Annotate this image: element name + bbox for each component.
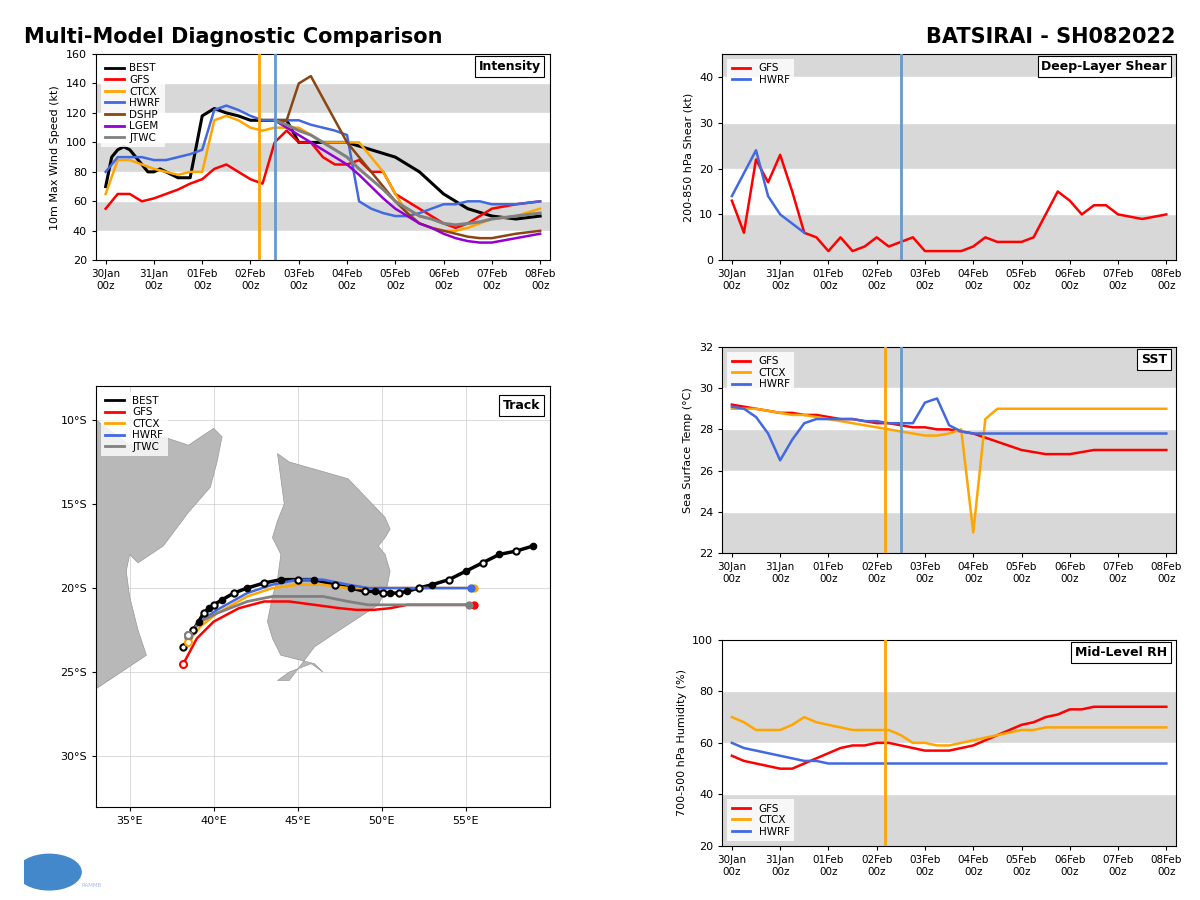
Text: Intensity: Intensity: [479, 60, 541, 73]
Bar: [722, 471, 1176, 512]
Text: BATSIRAI - SH082022: BATSIRAI - SH082022: [926, 27, 1176, 47]
Legend: GFS, HWRF: GFS, HWRF: [727, 59, 794, 89]
Bar: [96, 112, 550, 142]
Bar: [96, 54, 550, 84]
Bar: [96, 172, 550, 202]
Text: Mid-Level RH: Mid-Level RH: [1075, 646, 1166, 659]
Text: Track: Track: [503, 399, 541, 412]
Legend: BEST, GFS, CTCX, HWRF, DSHP, LGEM, JTWC: BEST, GFS, CTCX, HWRF, DSHP, LGEM, JTWC: [101, 59, 164, 147]
Circle shape: [17, 854, 82, 890]
Text: RAMMB: RAMMB: [82, 883, 101, 887]
Polygon shape: [268, 454, 390, 680]
Bar: [722, 640, 1176, 691]
Polygon shape: [96, 420, 222, 806]
Text: Multi-Model Diagnostic Comparison: Multi-Model Diagnostic Comparison: [24, 27, 443, 47]
Bar: [722, 388, 1176, 429]
Bar: [722, 742, 1176, 795]
Bar: [722, 76, 1176, 122]
Text: SST: SST: [1141, 353, 1166, 366]
Bar: [722, 168, 1176, 214]
Legend: GFS, CTCX, HWRF: GFS, CTCX, HWRF: [727, 352, 794, 393]
Y-axis label: 10m Max Wind Speed (kt): 10m Max Wind Speed (kt): [50, 85, 60, 230]
Text: Deep-Layer Shear: Deep-Layer Shear: [1042, 60, 1166, 73]
Y-axis label: 200-850 hPa Shear (kt): 200-850 hPa Shear (kt): [684, 93, 694, 221]
Legend: BEST, GFS, CTCX, HWRF, JTWC: BEST, GFS, CTCX, HWRF, JTWC: [101, 392, 168, 456]
Text: CIRA: CIRA: [82, 866, 107, 877]
Y-axis label: Sea Surface Temp (°C): Sea Surface Temp (°C): [683, 387, 694, 513]
Bar: [96, 230, 550, 260]
Legend: GFS, CTCX, HWRF: GFS, CTCX, HWRF: [727, 799, 794, 841]
Y-axis label: 700-500 hPa Humidity (%): 700-500 hPa Humidity (%): [677, 670, 686, 816]
